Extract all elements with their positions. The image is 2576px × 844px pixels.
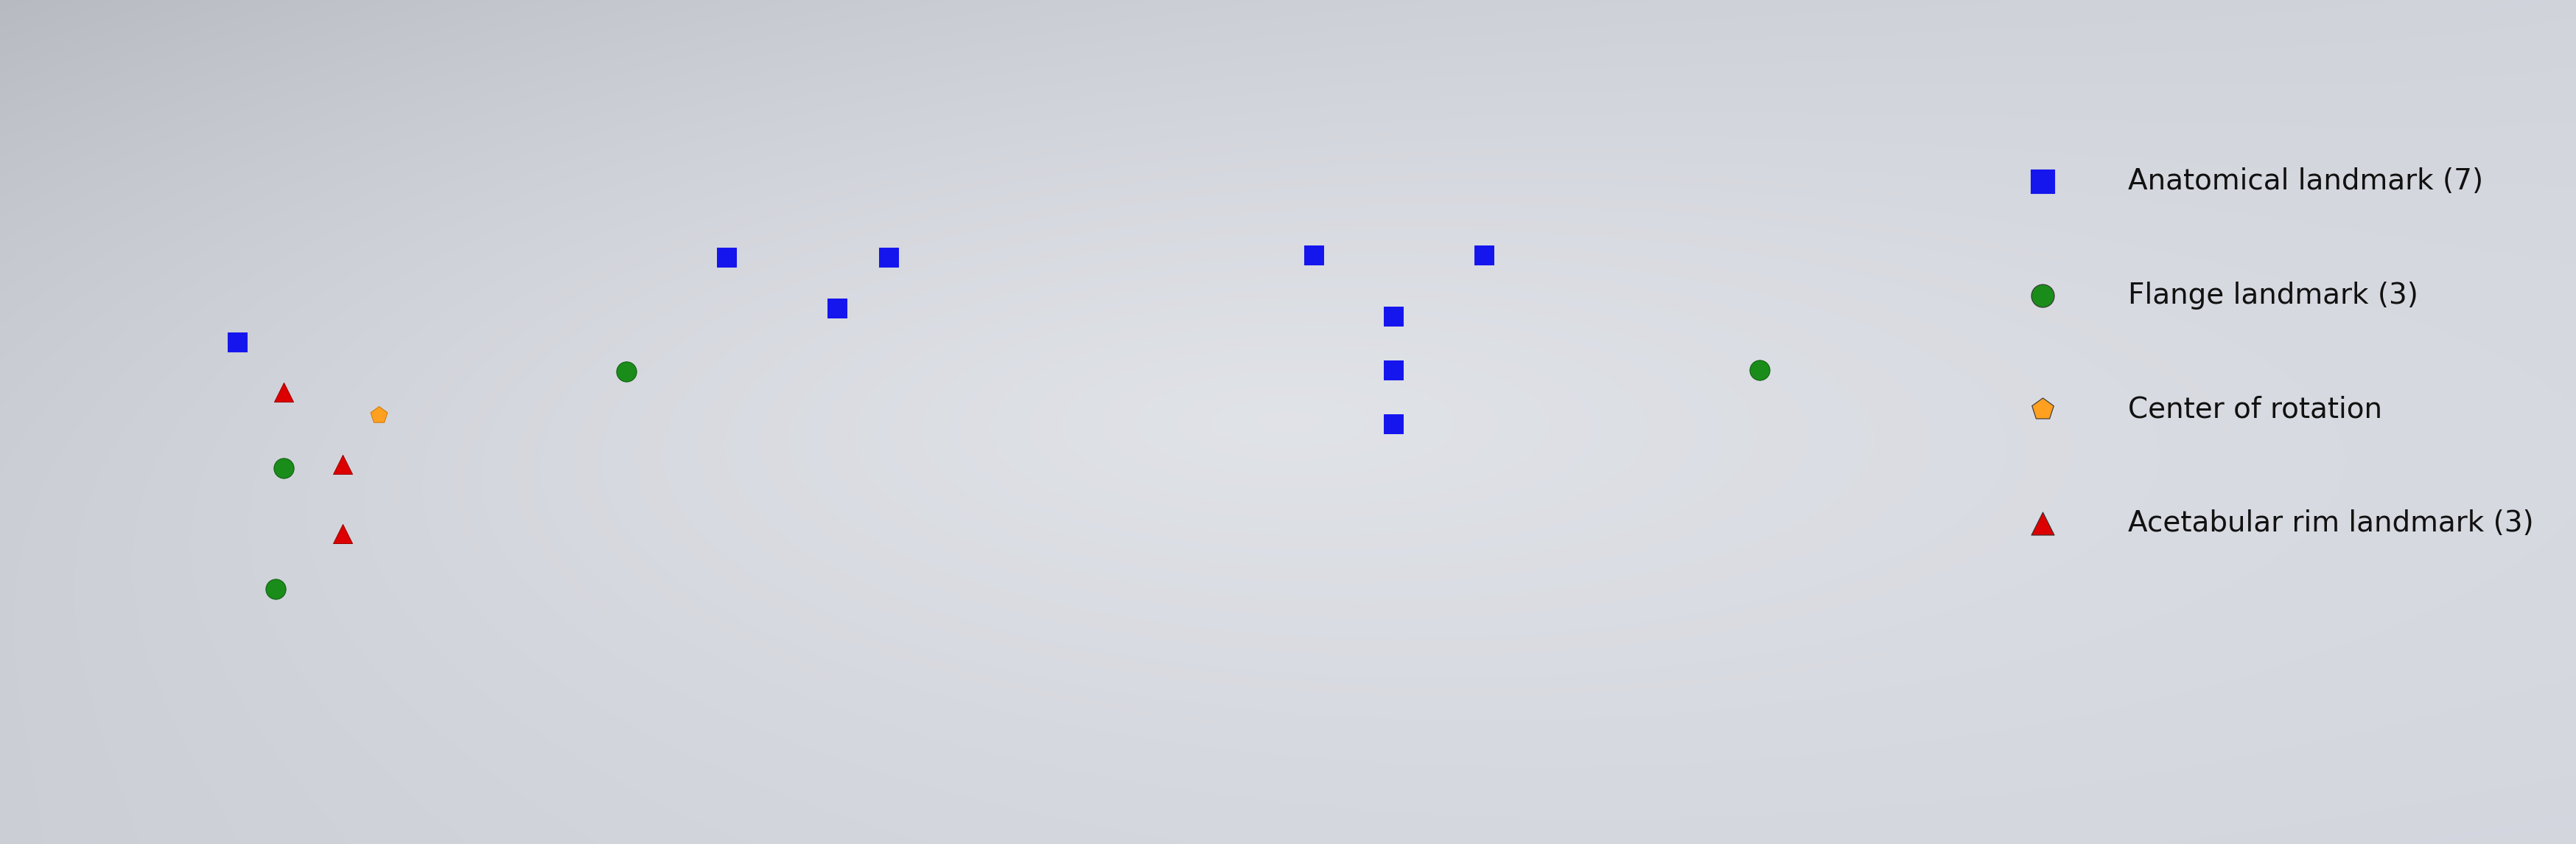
Text: Center of rotation: Center of rotation	[2128, 395, 2383, 424]
Text: Anatomical landmark (7): Anatomical landmark (7)	[2128, 167, 2483, 196]
Point	[1739, 363, 1780, 376]
Point	[263, 462, 304, 475]
Point	[2022, 289, 2063, 302]
Point	[1293, 248, 1334, 262]
Point	[1373, 363, 1414, 376]
Point	[706, 251, 747, 264]
Point	[2022, 517, 2063, 530]
Point	[1463, 248, 1504, 262]
Point	[322, 457, 363, 471]
Point	[216, 335, 258, 349]
Point	[2022, 175, 2063, 188]
Point	[605, 365, 647, 378]
Text: Flange landmark (3): Flange landmark (3)	[2128, 281, 2419, 310]
Point	[1373, 310, 1414, 323]
Point	[358, 408, 399, 422]
Point	[2022, 403, 2063, 416]
Text: Acetabular rim landmark (3): Acetabular rim landmark (3)	[2128, 509, 2535, 538]
Point	[263, 386, 304, 399]
Point	[322, 527, 363, 540]
Point	[817, 301, 858, 315]
Point	[255, 582, 296, 596]
Point	[1373, 417, 1414, 430]
Point	[868, 251, 909, 264]
